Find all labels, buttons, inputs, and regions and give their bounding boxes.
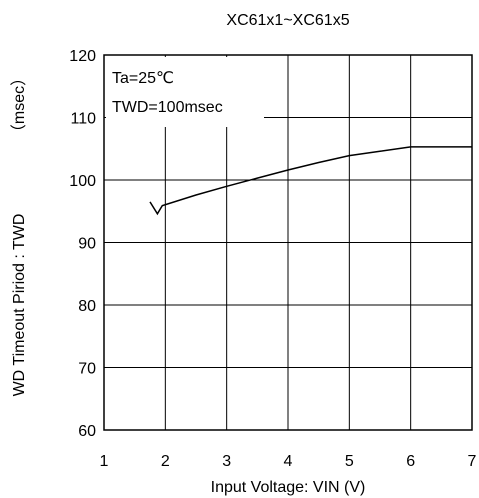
x-tick-label: 5 bbox=[345, 453, 354, 470]
x-axis-label: Input Voltage: VIN (V) bbox=[211, 479, 366, 496]
series-line bbox=[149, 146, 472, 216]
y-tick-label: 90 bbox=[78, 236, 96, 253]
y-tick-label: 110 bbox=[70, 111, 96, 128]
x-tick-label: 7 bbox=[468, 453, 477, 470]
y-tick-label: 80 bbox=[78, 298, 96, 315]
chart-title: XC61x1~XC61x5 bbox=[226, 12, 349, 29]
y-tick-labels: 60 70 80 90 100 110 120 bbox=[69, 48, 96, 440]
plot-frame bbox=[103, 54, 473, 431]
y-axis-label: WD Timeout Piriod : TWD bbox=[11, 214, 28, 397]
y-axis-unit: （msec） bbox=[10, 70, 28, 140]
x-tick-label: 4 bbox=[284, 453, 293, 470]
y-tick-label: 100 bbox=[69, 173, 96, 190]
annotation-temperature: Ta=25℃ bbox=[112, 70, 174, 87]
annotation-box bbox=[106, 57, 264, 127]
y-tick-label: 70 bbox=[78, 361, 96, 378]
x-tick-label: 2 bbox=[161, 453, 170, 470]
x-tick-label: 3 bbox=[222, 453, 231, 470]
x-tick-labels: 1 2 3 4 5 6 7 bbox=[100, 453, 477, 470]
y-tick-label: 60 bbox=[78, 423, 96, 440]
y-tick-label: 120 bbox=[69, 48, 96, 65]
annotation-twd: TWD=100msec bbox=[112, 99, 223, 116]
x-tick-label: 1 bbox=[100, 453, 109, 470]
x-tick-label: 6 bbox=[406, 453, 415, 470]
